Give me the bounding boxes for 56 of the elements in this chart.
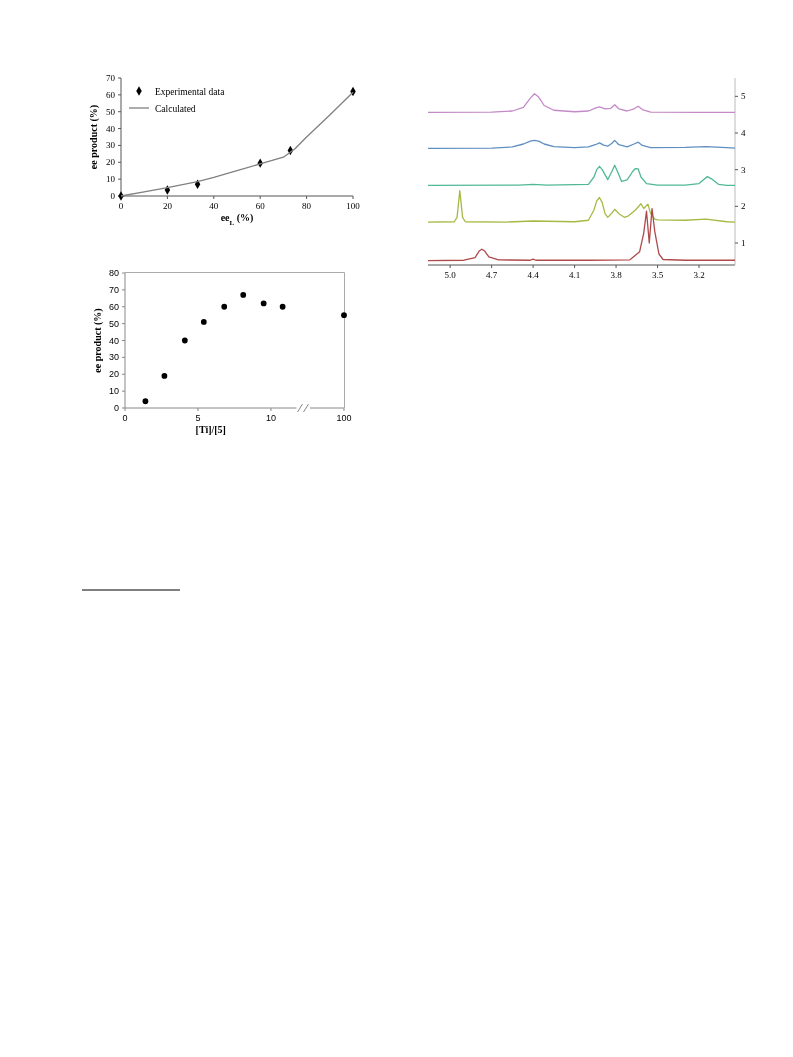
x-tick-label: 4.7 <box>485 270 498 280</box>
x-tick-label: 20 <box>162 201 173 211</box>
y-tick-label: 30 <box>108 352 119 363</box>
x-tick-label: 4.1 <box>568 270 581 280</box>
x-tick-label: 3.2 <box>693 270 705 280</box>
y-axis-title: ee product (%) <box>92 308 104 373</box>
y-tick-label: 60 <box>108 301 119 312</box>
point <box>221 303 228 310</box>
y-axis-title: ee product (%) <box>88 104 100 170</box>
line-series <box>427 189 736 223</box>
y2-tick-label: 5 <box>741 91 746 102</box>
line-series <box>427 164 736 187</box>
y-tick-label: 10 <box>106 174 116 185</box>
y2-tick-label: 2 <box>741 201 746 212</box>
line-series <box>427 93 736 114</box>
point <box>240 292 247 298</box>
y-tick-label: 40 <box>106 123 116 134</box>
x-tick-label: 5.0 <box>444 270 457 280</box>
y-tick-label: 70 <box>106 73 116 83</box>
point <box>279 303 286 310</box>
line-series <box>427 207 736 262</box>
y-tick-label: 60 <box>106 89 116 100</box>
y2-tick-label: 4 <box>741 128 746 138</box>
y-tick-label: 50 <box>106 106 116 117</box>
y-tick-label: 20 <box>108 369 119 380</box>
x-tick-label: 3.5 <box>651 270 664 280</box>
y-tick-label: 70 <box>108 284 119 295</box>
x-axis-title: ee$_{L}$ (%) <box>220 212 254 227</box>
x-tick-label: 40 <box>209 201 219 211</box>
x-axis-title: [Ti]/[5] <box>195 424 226 435</box>
x-tick-label: 5 <box>195 413 201 423</box>
x-tick-label: 60 <box>255 201 266 211</box>
line-series <box>427 139 736 150</box>
y-tick-label: 0 <box>113 403 119 413</box>
x-tick-label: 80 <box>302 201 312 211</box>
y-tick-label: 50 <box>108 318 119 329</box>
x-tick-label: 10 <box>265 413 276 423</box>
legend-label: Experimental data <box>155 86 226 97</box>
x-tick-label: 3.8 <box>610 270 623 280</box>
point <box>260 300 267 307</box>
x-tick-label: 100 <box>336 413 352 423</box>
y-tick-label: 30 <box>106 140 116 151</box>
x-tick-label: 4.4 <box>527 270 540 280</box>
point <box>161 373 168 379</box>
point <box>200 319 207 325</box>
y-tick-label: 0 <box>110 191 116 201</box>
y2-tick-label: 1 <box>741 238 746 248</box>
point <box>142 398 149 405</box>
y-tick-label: 20 <box>106 157 116 168</box>
y-tick-label: 40 <box>108 335 119 346</box>
x-tick-label: 100 <box>346 201 361 211</box>
y-tick-label: 10 <box>108 386 119 397</box>
legend-label: Calculated <box>155 103 196 114</box>
x-tick-label: 0 <box>122 413 128 423</box>
point <box>181 337 188 344</box>
y2-tick-label: 3 <box>741 164 746 175</box>
